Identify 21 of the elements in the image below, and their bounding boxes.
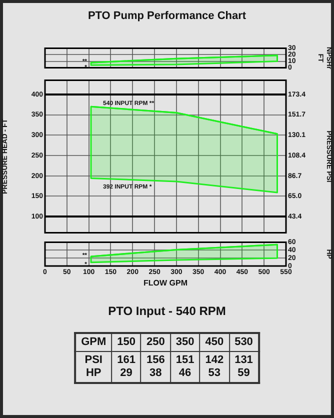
text: GPM	[75, 333, 112, 352]
legend-label: PSI	[84, 354, 102, 366]
data-label: 131	[234, 354, 253, 366]
category-label: 530	[229, 333, 259, 352]
category-label: 350	[170, 333, 200, 352]
data-label: 161	[117, 354, 136, 366]
data-label: 46	[178, 367, 192, 379]
data-label: 142	[205, 354, 224, 366]
data-label: 151	[176, 354, 194, 366]
data-label: 29	[120, 367, 132, 379]
category-label: 150	[112, 333, 141, 352]
data-label: 156	[146, 354, 165, 366]
chart-title: PTO Pump Performance Chart	[86, 10, 248, 22]
text: HP	[86, 367, 102, 379]
category-label: 250	[140, 333, 170, 352]
category-label: 450	[200, 333, 230, 352]
x-axis-title: FLOW GPM	[144, 278, 188, 288]
data-label: 53	[208, 367, 221, 379]
data-label: 59	[238, 367, 250, 379]
text: PTO Input - 540 RPM	[107, 304, 227, 318]
data-label: 38	[150, 367, 162, 379]
